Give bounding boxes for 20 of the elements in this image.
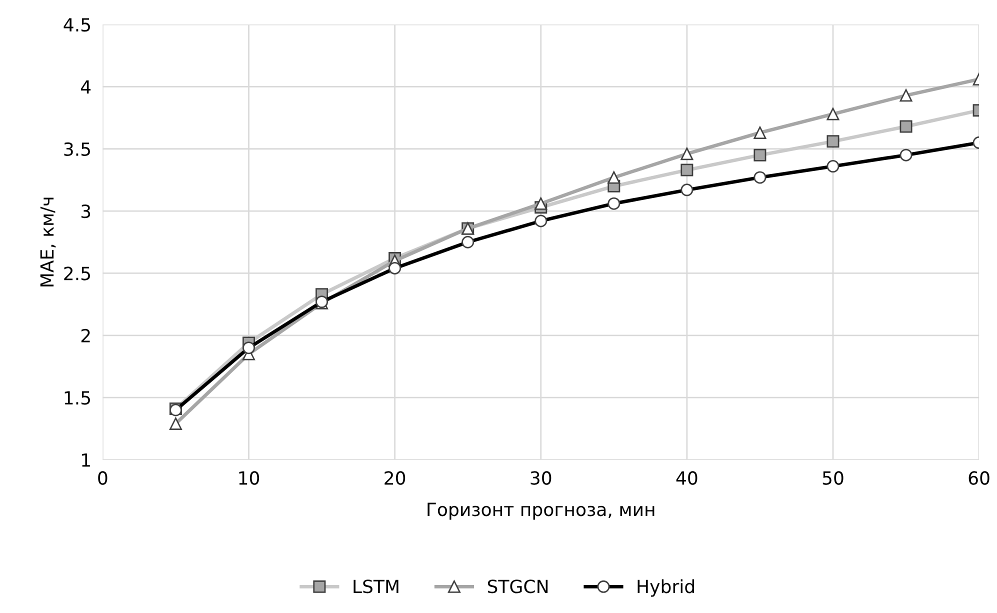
x-axis-title: Горизонт прогноза, мин bbox=[428, 502, 654, 520]
x-tick-label: 0 bbox=[98, 471, 108, 485]
legend-label: STGCN bbox=[488, 580, 548, 594]
y-tick-label: 2 bbox=[81, 328, 90, 342]
y-tick-label: 1 bbox=[82, 453, 90, 467]
x-tick-label: 60 bbox=[968, 471, 990, 485]
x-tick-label: 50 bbox=[822, 471, 844, 485]
y-tick-label: 3 bbox=[81, 204, 90, 218]
y-tick-label: 4 bbox=[80, 80, 91, 94]
y-axis-title: MAE, км/ч bbox=[40, 198, 56, 286]
x-tick-label: 20 bbox=[384, 471, 406, 485]
legend-label: Hybrid bbox=[638, 579, 694, 597]
x-tick-label: 40 bbox=[676, 471, 698, 485]
legend-label: LSTM bbox=[354, 580, 398, 594]
x-tick-label: 30 bbox=[530, 471, 552, 485]
y-tick-label: 4.5 bbox=[64, 18, 90, 32]
y-tick-label: 1.5 bbox=[64, 391, 90, 405]
x-tick-label: 10 bbox=[239, 471, 260, 485]
y-tick-label: 3.5 bbox=[64, 142, 90, 156]
y-tick-label: 2.5 bbox=[64, 266, 90, 280]
